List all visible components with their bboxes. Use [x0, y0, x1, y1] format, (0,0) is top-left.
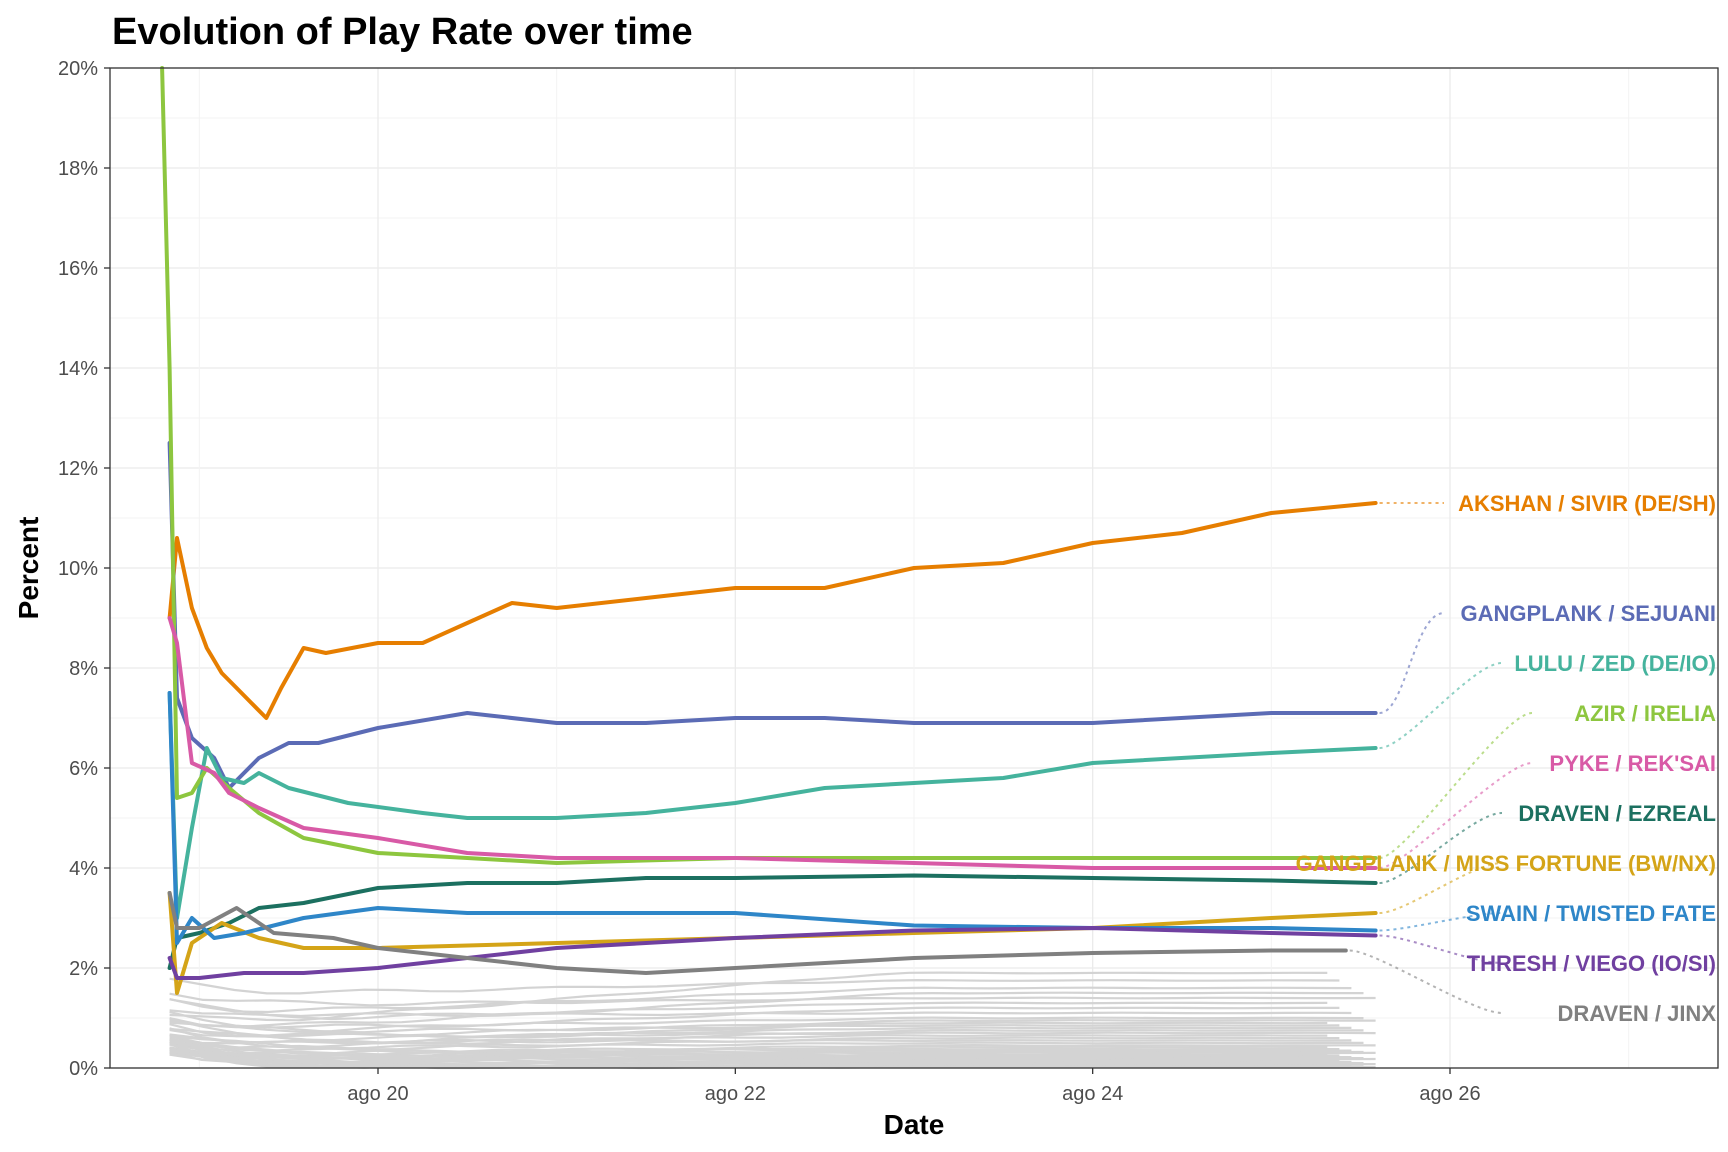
background-series-line	[169, 1027, 1328, 1045]
series-labels: AKSHAN / SIVIR (DE/SH) GANGPLANK / SEJUAN…	[1296, 491, 1717, 1026]
series-label: PYKE / REK'SAI	[1549, 751, 1716, 776]
y-tick-label: 10%	[58, 558, 98, 580]
y-tick-label: 20%	[58, 58, 98, 80]
background-series-line	[169, 1026, 1352, 1042]
series-line	[167, 691, 1378, 920]
series-label: SWAIN / TWISTED FATE	[1466, 901, 1716, 926]
background-series-line	[169, 1048, 1376, 1070]
x-tick-label: ago 24	[1062, 1083, 1123, 1105]
leader-line	[1379, 712, 1533, 859]
label-leader-lines	[1349, 502, 1533, 1014]
chart-title: Evolution of Play Rate over time	[112, 11, 693, 53]
series-label: GANGPLANK / MISS FORTUNE (BW/NX)	[1296, 851, 1716, 876]
background-series-line	[169, 977, 1340, 995]
leader-line	[1379, 934, 1503, 964]
series-label: AZIR / IRELIA	[1574, 701, 1716, 726]
y-tick-label: 12%	[58, 458, 98, 480]
y-tick-label: 6%	[69, 758, 98, 780]
background-series-line	[169, 1020, 1340, 1034]
x-tick-label: ago 22	[705, 1083, 766, 1105]
y-tick-label: 18%	[58, 158, 98, 180]
y-tick-label: 0%	[69, 1058, 98, 1080]
background-series-line	[169, 1001, 1328, 1021]
leader-line	[1379, 662, 1503, 749]
leader-line	[1379, 762, 1533, 869]
series-group	[160, 66, 1378, 995]
background-series-line	[169, 1046, 1352, 1066]
series-label: THRESH / VIEGO (IO/SI)	[1467, 951, 1716, 976]
background-series-line	[169, 991, 1364, 1029]
background-series-line	[169, 1028, 1352, 1045]
series-label: DRAVEN / EZREAL	[1518, 801, 1716, 826]
series-line	[167, 441, 1378, 790]
x-axis-title: Date	[884, 1109, 945, 1140]
y-tick-label: 8%	[69, 658, 98, 680]
y-tick-label: 14%	[58, 358, 98, 380]
y-tick-label: 4%	[69, 858, 98, 880]
background-series-line	[169, 986, 1352, 1014]
series-line	[167, 616, 1378, 870]
y-axis-ticks: 0% 2% 4% 6% 8% 10% 12% 14% 16% 18% 20%	[58, 58, 110, 1080]
background-series-line	[169, 1033, 1340, 1054]
x-tick-label: ago 26	[1419, 1083, 1480, 1105]
series-line	[167, 891, 1348, 975]
background-series-line	[169, 1035, 1364, 1050]
background-series-line	[169, 1010, 1364, 1029]
y-tick-label: 16%	[58, 258, 98, 280]
background-series-group	[169, 971, 1376, 1070]
y-tick-label: 2%	[69, 958, 98, 980]
series-line	[167, 501, 1378, 720]
leader-line	[1379, 612, 1445, 714]
series-label: AKSHAN / SIVIR (DE/SH)	[1458, 491, 1716, 516]
background-series-line	[169, 1018, 1376, 1038]
series-label: DRAVEN / JINX	[1557, 1001, 1716, 1026]
background-series-line	[169, 998, 1352, 1018]
y-axis-title: Percent	[13, 517, 44, 620]
leader-line	[1379, 862, 1503, 914]
series-label: GANGPLANK / SEJUANI	[1461, 601, 1716, 626]
x-tick-label: ago 20	[347, 1083, 408, 1105]
x-axis-ticks: ago 20 ago 22 ago 24 ago 26	[347, 1068, 1481, 1105]
series-line	[160, 66, 1378, 865]
leader-line	[1379, 912, 1503, 932]
background-series-line	[169, 992, 1376, 1007]
series-label: LULU / ZED (DE/IO)	[1514, 651, 1716, 676]
